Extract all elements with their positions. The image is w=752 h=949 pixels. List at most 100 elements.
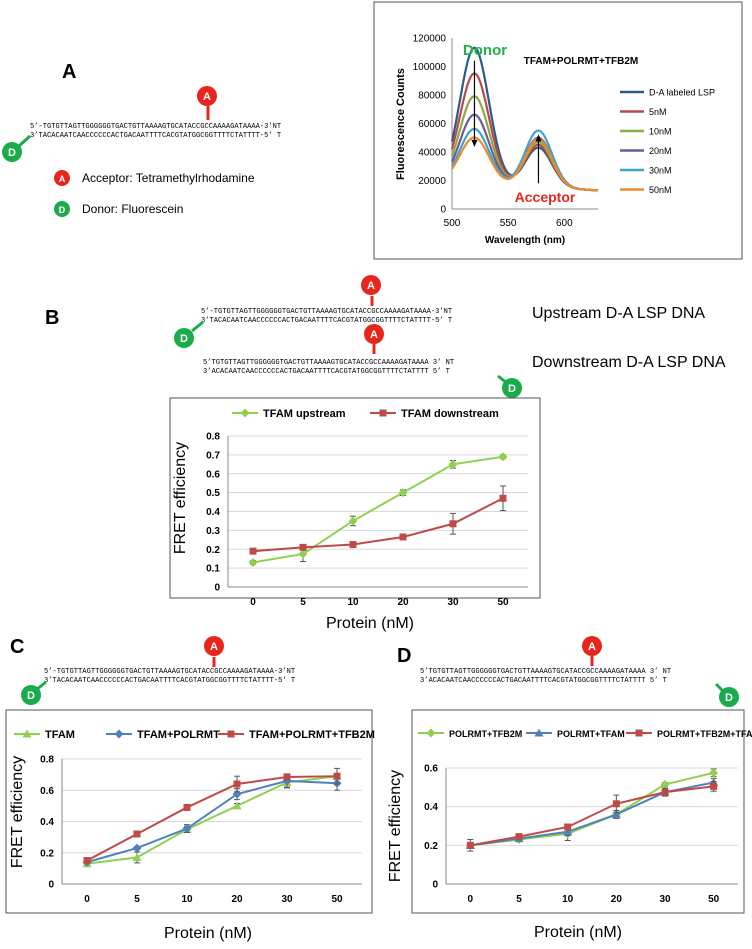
sequence-d-bottom: 3’ACACAATCAACCCCCCACTGACAATTTTCACGTATGGC… xyxy=(420,677,667,685)
y-axis-title: FRET efficiency xyxy=(387,770,404,882)
donor-badge-label: D xyxy=(27,690,35,702)
y-tick-label: 0 xyxy=(440,205,446,216)
panel-letter-a: A xyxy=(62,61,76,83)
y-tick-label: 0.1 xyxy=(206,564,220,575)
y-tick-label: 0.6 xyxy=(424,764,438,775)
spectrum-chart-frame xyxy=(373,1,743,260)
y-axis-title: FRET efficiency xyxy=(172,442,189,554)
y-tick-label: 0.6 xyxy=(206,469,220,480)
sequence-c-bottom: 3’TACACAATCAACCCCCCACTGACAATTTTCACGTATGG… xyxy=(44,677,295,685)
legend-marker xyxy=(240,408,250,418)
sequence-a-top: 5’-TGTGTTAGTTGGGGGGTGACTGTTAAAAGTGCATACC… xyxy=(30,123,281,131)
x-tick-label: 5 xyxy=(300,597,306,608)
y-tick-label: 0.7 xyxy=(206,450,220,461)
acceptor-badge-label: A xyxy=(370,329,378,341)
acceptor-legend-badge-label: A xyxy=(59,174,66,184)
legend-label: 5nM xyxy=(649,107,667,117)
donor-badge-label: D xyxy=(508,383,516,395)
series-tfam-downstream xyxy=(249,485,507,555)
y-tick-label: 0.6 xyxy=(40,786,54,797)
x-axis-title: Protein (nM) xyxy=(534,924,622,941)
acceptor-badge-label: A xyxy=(203,91,211,103)
x-axis-title: Protein (nM) xyxy=(326,615,414,632)
x-tick-label: 5 xyxy=(516,894,522,905)
legend-label: TFAM xyxy=(45,729,75,741)
y-tick-label: 0 xyxy=(214,583,220,594)
acceptor-badge-d xyxy=(582,636,602,656)
y-tick-label: 40000 xyxy=(418,148,446,159)
x-tick-label: 50 xyxy=(497,597,509,608)
x-tick-label: 50 xyxy=(708,894,720,905)
x-tick-label: 5 xyxy=(134,894,140,905)
data-point xyxy=(248,557,258,567)
y-tick-label: 0.2 xyxy=(40,848,54,859)
y-axis-title: Fluorescence Counts xyxy=(395,68,407,180)
y-axis-title: FRET efficiency xyxy=(9,756,26,868)
data-point xyxy=(348,516,358,526)
acceptor-legend-text: Acceptor: Tetramethylrhodamine xyxy=(82,171,255,185)
donor-legend-badge-label: D xyxy=(59,205,66,215)
y-tick-label: 0.5 xyxy=(206,488,220,499)
data-point xyxy=(660,779,670,789)
sequence-b-up-bottom: 3’TACACAATCAACCCCCCACTGACAATTTTCACGTATGG… xyxy=(201,317,452,325)
y-tick-label: 80000 xyxy=(418,91,446,102)
legend-label: 30nM xyxy=(649,166,672,176)
data-point xyxy=(132,852,142,861)
data-point xyxy=(83,857,91,865)
chart-c: 0 0.2 0.4 0.6 0.8 0 5 10 20 30 50 Protein (nM) FRET … xyxy=(9,729,375,942)
series-line xyxy=(470,785,714,847)
data-point xyxy=(349,541,357,549)
acceptor-badge-b-down xyxy=(364,324,384,344)
y-tick-label: 0.4 xyxy=(424,802,438,813)
acceptor-badge-c xyxy=(204,636,224,656)
data-point xyxy=(133,830,141,838)
y-tick-label: 0.2 xyxy=(206,545,220,556)
sequence-b-up-top: 5’-TGTGTTAGTTGGGGGGTGACTGTTAAAAGTGCATACC… xyxy=(201,308,452,316)
data-point xyxy=(299,543,307,551)
sequence-c-top: 5’-TGTGTTAGTTGGGGGGTGACTGTTAAAAGTGCATACC… xyxy=(44,668,295,676)
donor-legend-text: Donor: Fluorescein xyxy=(82,202,183,216)
acceptor-badge-label: A xyxy=(367,280,375,292)
upstream-label: Upstream D-A LSP DNA xyxy=(532,305,705,322)
data-point xyxy=(611,809,621,818)
x-tick-label: 50 xyxy=(331,894,343,905)
series-polrmt-tfb2m-tfam xyxy=(466,781,718,849)
data-point xyxy=(709,768,719,778)
series-tfam-upstream xyxy=(248,452,508,567)
chart-d-frame xyxy=(411,709,745,914)
data-point xyxy=(233,780,241,788)
sequence-a-bottom: 3’TACACAATCAACCCCCCACTGACAATTTTCACGTATGG… xyxy=(30,132,281,140)
x-tick-label: 0 xyxy=(468,894,474,905)
data-point xyxy=(232,801,242,810)
data-point xyxy=(499,494,507,502)
chart-title: TFAM+POLRMT+TFB2M xyxy=(524,56,638,67)
panel-letter-b: B xyxy=(45,307,59,329)
legend-label: TFAM+POLRMT+TFB2M xyxy=(249,729,375,741)
panel-letter-d: D xyxy=(397,645,411,667)
acceptor-arrow-head xyxy=(535,134,542,142)
sequence-b-down-top: 5’TGTGTTAGTTGGGGGGTGACTGTTAAAAGTGCATACCG… xyxy=(203,359,454,367)
y-tick-label: 100000 xyxy=(413,62,447,73)
legend-label: POLRMT+TFB2M xyxy=(449,729,522,739)
data-point xyxy=(249,547,257,555)
series-line xyxy=(86,775,338,862)
series-line xyxy=(86,779,338,864)
data-point xyxy=(563,827,573,836)
data-point xyxy=(182,824,192,834)
y-tick-label: 0.8 xyxy=(40,755,54,766)
legend-marker xyxy=(227,730,235,738)
x-tick-label: 30 xyxy=(659,894,671,905)
data-point xyxy=(283,773,291,781)
y-tick-label: 0.3 xyxy=(206,526,220,537)
x-tick-label: 0 xyxy=(84,894,90,905)
data-point xyxy=(498,452,508,462)
x-tick-label: 20 xyxy=(231,894,243,905)
y-tick-label: 0 xyxy=(432,880,438,891)
x-tick-label: 10 xyxy=(347,597,359,608)
donor-arrow-head xyxy=(471,139,478,147)
acceptor-annotation: Acceptor xyxy=(515,189,576,205)
y-tick-label: 0.2 xyxy=(424,841,438,852)
legend-marker xyxy=(379,409,387,417)
donor-badge-b-up xyxy=(174,328,194,348)
x-tick-label: 10 xyxy=(181,894,193,905)
